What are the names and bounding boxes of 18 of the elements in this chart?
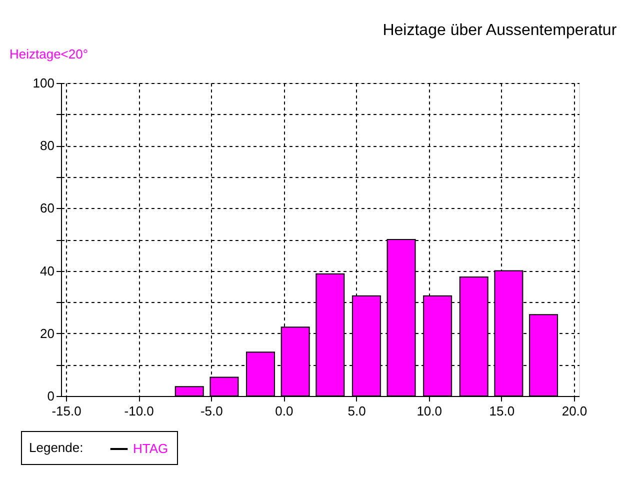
x-tick-label: 10.0 <box>416 404 442 418</box>
y-tick-label: 20 <box>40 326 54 341</box>
x-tick-label: -10.0 <box>124 404 154 418</box>
x-tick-label: 0.0 <box>275 404 294 418</box>
y-tick-label: 0 <box>47 388 54 404</box>
chart-title: Heiztage über Aussentemperatur <box>382 22 618 39</box>
x-tick-label: 5.0 <box>348 404 366 418</box>
legend-label: HTAG <box>133 441 168 456</box>
y-tick-label: 80 <box>40 138 54 154</box>
x-tick-label: -5.0 <box>200 404 223 418</box>
x-tick-label: -15.0 <box>52 404 82 418</box>
x-tick-label: 20.0 <box>562 404 588 418</box>
x-tick-label: 15.0 <box>489 404 515 418</box>
y-axis-title: Heiztage<20° <box>10 46 88 62</box>
legend-title: Legende: <box>29 440 84 455</box>
y-tick-label: 60 <box>40 200 54 216</box>
y-tick-label: 100 <box>32 76 54 90</box>
y-tick-label: 40 <box>40 263 54 278</box>
